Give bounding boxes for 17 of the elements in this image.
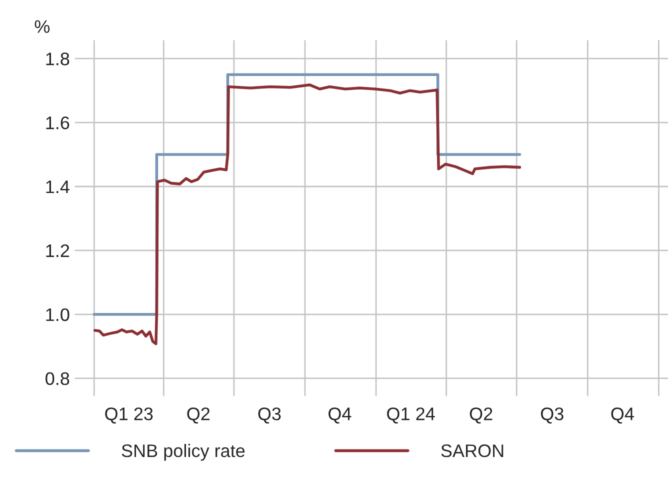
x-tick-label: Q2	[470, 408, 492, 424]
x-tick-label: Q4	[611, 408, 634, 424]
y-axis-title: %	[34, 20, 50, 33]
legend-label: SARON	[441, 444, 504, 458]
x-tick-label: Q1 24	[387, 408, 435, 424]
y-tick-label: 1.2	[46, 244, 70, 257]
y-tick-label: 1.6	[46, 116, 70, 130]
y-tick-label: 1.4	[46, 180, 70, 194]
x-tick-label: Q2	[187, 408, 210, 424]
y-tick-label: 1.8	[46, 52, 70, 66]
x-tick-label: Q4	[328, 408, 352, 424]
y-tick-label: 0.8	[46, 372, 70, 386]
x-tick-label: Q1 23	[105, 408, 153, 424]
x-tick-label: Q3	[258, 408, 281, 424]
x-tick-label: Q3	[540, 408, 564, 424]
legend-label: SNB policy rate	[122, 444, 245, 461]
y-tick-label: 1.0	[46, 308, 70, 322]
